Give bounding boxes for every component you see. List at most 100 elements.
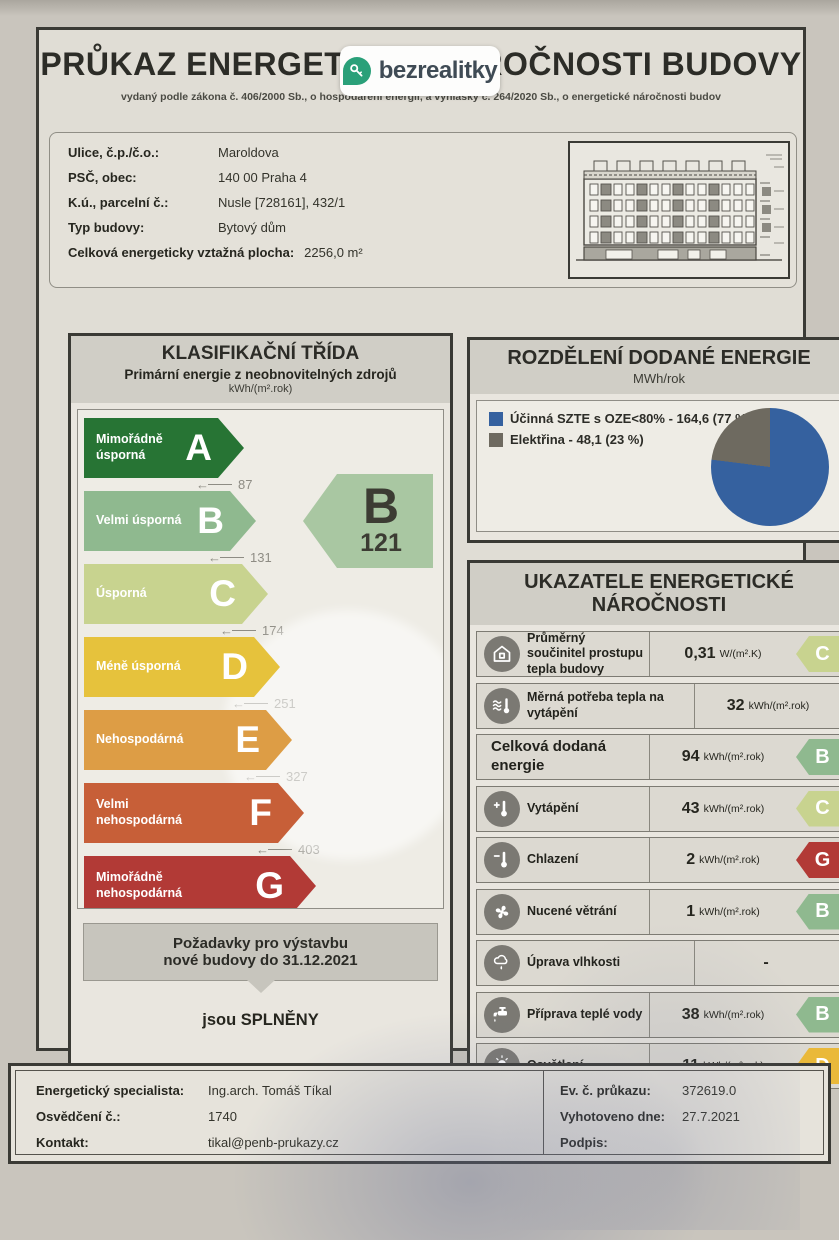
bezrealitky-pin-icon [342, 57, 371, 85]
energy-split-panel: ROZDĚLENÍ DODANÉ ENERGIE MWh/rok Účinná … [467, 337, 839, 543]
footer-row-issued-date: Vyhotoveno dne: 27.7.2021 [560, 1109, 740, 1124]
property-row-city: PSČ, obec: 140 00 Praha 4 [68, 170, 548, 185]
field-value: Bytový dům [218, 220, 286, 235]
cooling-icon [484, 842, 520, 878]
classification-scale: Mimořádně úsporná A ← 87 Velmi úsporná B … [77, 409, 444, 909]
property-info-box: Ulice, č.p./č.o.: Maroldova PSČ, obec: 1… [49, 132, 797, 288]
pie-legend: Účinná SZTE s OZE<80% - 164,6 (77 %) Ele… [489, 411, 751, 453]
table-row-heat-demand: Měrná potřeba tepla na vytápění 32 kWh/(m… [476, 682, 839, 729]
classification-title: KLASIFIKAČNÍ TŘÍDA [161, 343, 360, 364]
field-label: K.ú., parcelní č.: [68, 195, 169, 210]
class-arrow-a: Mimořádně úsporná A [84, 418, 244, 478]
field-label: Typ budovy: [68, 220, 145, 235]
indicators-title: UKAZATELE ENERGETICKÉ NÁROČNOSTI [524, 571, 794, 616]
legend-item: Účinná SZTE s OZE<80% - 164,6 (77 %) [489, 411, 751, 426]
table-row-total-energy: Celková dodaná energie 94 kWh/(m².rok) B [476, 734, 839, 780]
bezrealitky-watermark: bezrealitky [340, 46, 500, 96]
class-letter: C [209, 573, 236, 614]
row-label: Nucené větrání [527, 903, 617, 918]
class-label: Velmi nehospodárná [96, 797, 183, 827]
table-row-hot-water: Příprava teplé vody 38 kWh/(m².rok) B [476, 991, 839, 1038]
grade-badge: C [796, 790, 839, 827]
humidity-icon [484, 945, 520, 981]
energy-split-title: ROZDĚLENÍ DODANÉ ENERGIE [507, 347, 811, 369]
row-label: Úprava vlhkosti [527, 955, 621, 970]
requirement-result: jsou SPLNĚNY [202, 1011, 319, 1029]
energy-split-unit: MWh/rok [633, 371, 685, 386]
footer-row-signature: Podpis: [560, 1135, 608, 1150]
heat-demand-icon [484, 687, 520, 724]
class-arrow-d: Méně úsporná D [84, 637, 280, 697]
field-label: PSČ, obec: [68, 170, 137, 185]
bezrealitky-wordmark: bezrealitky [378, 57, 498, 84]
class-label: Velmi úsporná [96, 513, 182, 528]
class-letter: D [221, 646, 248, 687]
grade-badge: C [796, 636, 839, 672]
class-label: Nehospodárná [96, 732, 184, 747]
footer-row-evidence-no: Ev. č. průkazu: 372619.0 [560, 1083, 737, 1098]
threshold-a: ← 87 [196, 477, 253, 492]
class-label: Mimořádně nehospodárná [96, 870, 183, 900]
legend-item: Elektřina - 48,1 (23 %) [489, 432, 751, 447]
grade-badge: B [796, 739, 839, 775]
indicators-panel: UKAZATELE ENERGETICKÉ NÁROČNOSTI Průměrn… [467, 560, 839, 1089]
rating-letter: B [362, 478, 400, 534]
certificate-frame: PRŮKAZ ENERGETICKÉ NÁROČNOSTI BUDOVY vyd… [36, 27, 839, 1089]
ventilation-icon [484, 893, 520, 930]
rating-value: 121 [360, 529, 402, 557]
classification-subtitle: Primární energie z neobnovitelných zdroj… [124, 367, 397, 382]
class-arrow-b: Velmi úsporná B [84, 491, 256, 551]
threshold-b: ← 131 [208, 550, 272, 565]
property-row-street: Ulice, č.p./č.o.: Maroldova [68, 145, 548, 160]
legend-swatch-szte [489, 411, 503, 426]
classification-unit: kWh/(m².rok) [228, 383, 293, 395]
specialist-footer: Energetický specialista: Ing.arch. Tomáš… [8, 1063, 831, 1164]
grade-badge: B [796, 996, 839, 1033]
property-row-floor-area: Celková energeticky vztažná plocha: 2256… [68, 245, 548, 260]
page-subtitle: vydaný podle zákona č. 406/2000 Sb., o h… [121, 91, 721, 103]
class-label: Úsporná [96, 586, 147, 601]
row-label: Celková dodaná energie [491, 738, 607, 774]
photo-edge [0, 0, 839, 16]
property-row-parcel: K.ú., parcelní č.: Nusle [728161], 432/1 [68, 195, 548, 210]
requirement-band: Požadavky pro výstavbu nové budovy do 31… [83, 923, 438, 981]
property-row-building-type: Typ budovy: Bytový dům [68, 220, 548, 235]
row-label: Měrná potřeba tepla na vytápění [527, 689, 664, 720]
table-row-ventilation: Nucené větrání 1 kWh/(m².rok) B [476, 888, 839, 935]
legend-swatch-electricity [489, 432, 503, 447]
heating-icon [484, 790, 520, 827]
class-label: Méně úsporná [96, 659, 181, 674]
row-label: Průměrný součinitel prostupu tepla budov… [527, 630, 643, 676]
row-label: Příprava teplé vody [527, 1006, 643, 1021]
classification-panel: KLASIFIKAČNÍ TŘÍDA Primární energie z ne… [68, 333, 453, 1071]
class-letter: E [235, 719, 260, 760]
class-letter: G [255, 865, 284, 906]
legend-label: Elektřina - 48,1 (23 %) [510, 432, 644, 447]
classification-header: KLASIFIKAČNÍ TŘÍDA Primární energie z ne… [71, 336, 450, 403]
energy-split-chart: Účinná SZTE s OZE<80% - 164,6 (77 %) Ele… [476, 400, 839, 532]
row-label: Chlazení [527, 852, 579, 867]
footer-right: Ev. č. průkazu: 372619.0 Vyhotoveno dne:… [543, 1071, 823, 1154]
property-fields: Ulice, č.p./č.o.: Maroldova PSČ, obec: 1… [68, 145, 548, 270]
table-row-humidity: Úprava vlhkosti - [476, 940, 839, 986]
footer-row-certificate-no: Osvědčení č.: 1740 [36, 1109, 237, 1124]
house-icon [484, 636, 520, 672]
class-arrow-g: Mimořádně nehospodárná G [84, 856, 316, 909]
class-label: Mimořádně úsporná [96, 432, 163, 462]
field-label: Ulice, č.p./č.o.: [68, 145, 160, 160]
field-value: 2256,0 m² [304, 245, 363, 260]
class-arrow-c: Úsporná C [84, 564, 268, 624]
legend-label: Účinná SZTE s OZE<80% - 164,6 (77 %) [510, 411, 751, 426]
field-label: Celková energeticky vztažná plocha: [68, 245, 295, 260]
table-row-cooling: Chlazení 2 kWh/(m².rok) G [476, 837, 839, 883]
indicators-header: UKAZATELE ENERGETICKÉ NÁROČNOSTI [470, 563, 839, 625]
energy-pie [711, 408, 829, 526]
class-arrow-f: Velmi nehospodárná F [84, 783, 304, 843]
indicators-table: Průměrný součinitel prostupu tepla budov… [470, 625, 839, 1089]
field-value: Maroldova [218, 145, 279, 160]
requirement-line1: Požadavky pro výstavbu [172, 935, 349, 952]
footer-row-specialist: Energetický specialista: Ing.arch. Tomáš… [36, 1083, 332, 1098]
grade-badge: G [796, 842, 839, 878]
class-letter: B [197, 500, 224, 541]
field-value: 140 00 Praha 4 [218, 170, 307, 185]
